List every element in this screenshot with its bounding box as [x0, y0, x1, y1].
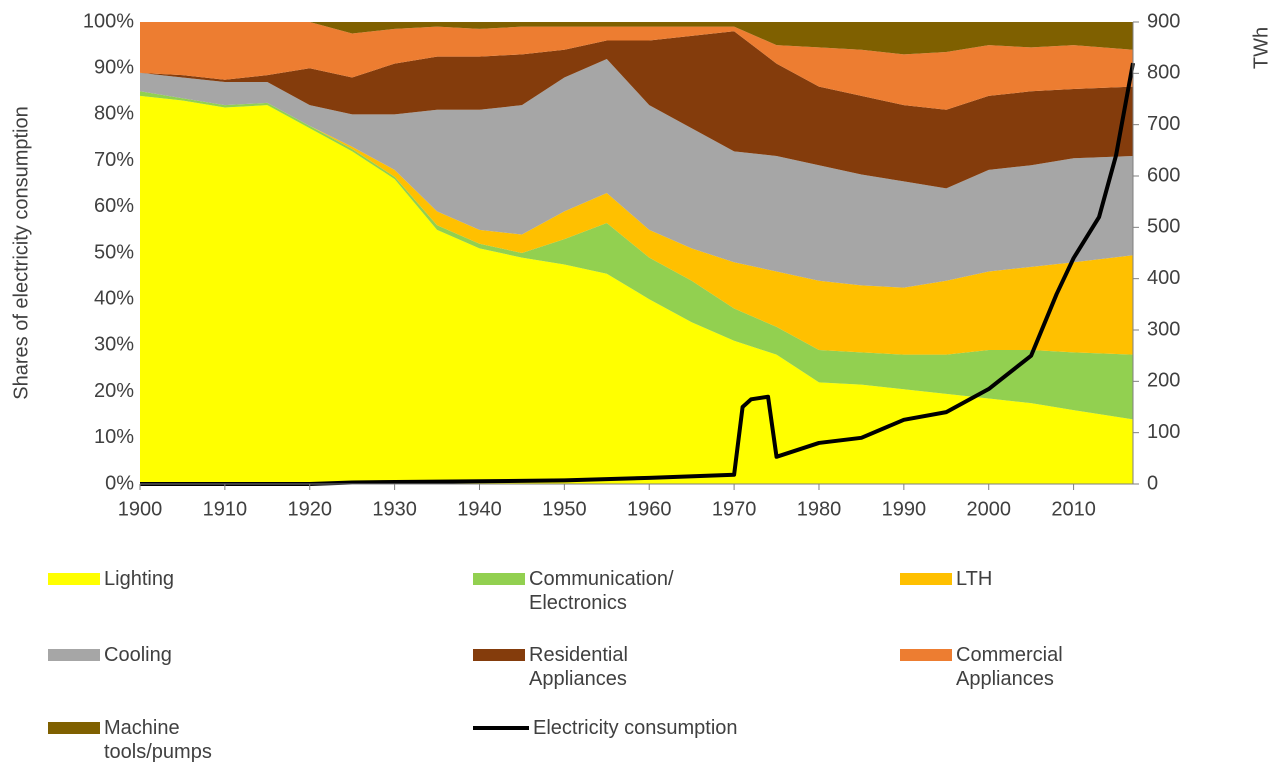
- legend-swatch: [48, 649, 100, 661]
- y2-tick-label: 100: [1147, 421, 1180, 443]
- y2-tick-label: 200: [1147, 370, 1180, 392]
- x-tick-label: 1930: [372, 498, 417, 520]
- legend-label: Machine tools/pumps: [104, 717, 212, 763]
- x-tick-label: 1900: [118, 498, 163, 520]
- y-tick-label: 80%: [94, 103, 134, 125]
- legend-swatch: [473, 573, 525, 585]
- area: [140, 91, 1133, 420]
- y2-tick-label: 800: [1147, 62, 1180, 84]
- area: [140, 91, 1133, 355]
- y2-tick-label: 500: [1147, 216, 1180, 238]
- y-tick-label: 70%: [94, 149, 134, 171]
- x-tick-label: 2000: [966, 498, 1011, 520]
- x-tick-label: 1970: [712, 498, 757, 520]
- x-tick-label: 1920: [287, 498, 332, 520]
- legend-swatch: [900, 573, 952, 585]
- legend-swatch: [473, 726, 529, 730]
- y-tick-label: 60%: [94, 195, 134, 217]
- line: [140, 62, 1135, 486]
- y2-tick-label: 400: [1147, 267, 1180, 289]
- legend-swatch: [48, 722, 100, 734]
- y-tick-label: 100%: [83, 10, 134, 32]
- area: [140, 95, 1133, 485]
- legend-swatch: [900, 649, 952, 661]
- x-tick-label: 1960: [627, 498, 672, 520]
- y-tick-label: 20%: [94, 380, 134, 402]
- x-tick-label: 1910: [203, 498, 248, 520]
- legend-label: Electricity consumption: [533, 717, 738, 739]
- y2-tick-label: 700: [1147, 113, 1180, 135]
- y2-tick-label: 300: [1147, 318, 1180, 340]
- legend-label: Lighting: [104, 568, 175, 590]
- x-tick-label: 1940: [457, 498, 502, 520]
- x-tick-label: 1950: [542, 498, 587, 520]
- y2-tick-label: 600: [1147, 164, 1180, 186]
- legend-label: Residential Appliances: [529, 644, 628, 690]
- y2-axis-label: TWh: [1250, 27, 1272, 69]
- x-tick-label: 2010: [1051, 498, 1096, 520]
- legend-label: Cooling: [104, 644, 172, 666]
- x-tick-label: 1980: [797, 498, 842, 520]
- y-axis-label: Shares of electricity consumption: [10, 106, 32, 399]
- legend-label: Communication/ Electronics: [529, 568, 674, 614]
- y-tick-label: 30%: [94, 334, 134, 356]
- legend-swatch: [48, 573, 100, 585]
- y-tick-label: 40%: [94, 287, 134, 309]
- area: [140, 58, 1133, 288]
- y-tick-label: 0%: [105, 472, 134, 494]
- y-tick-label: 50%: [94, 241, 134, 263]
- legend-label: LTH: [956, 568, 993, 590]
- y-tick-label: 10%: [94, 426, 134, 448]
- x-tick-label: 1990: [882, 498, 927, 520]
- area: [140, 22, 1133, 55]
- chart: Shares of electricity consumption TWh 0%…: [10, 10, 1272, 520]
- area: [140, 31, 1133, 189]
- y2-tick-label: 900: [1147, 10, 1180, 32]
- area: [140, 22, 1133, 110]
- y-tick-label: 90%: [94, 56, 134, 78]
- legend-swatch: [473, 649, 525, 661]
- y2-tick-label: 0: [1147, 472, 1158, 494]
- legend-label: Commercial Appliances: [956, 644, 1063, 690]
